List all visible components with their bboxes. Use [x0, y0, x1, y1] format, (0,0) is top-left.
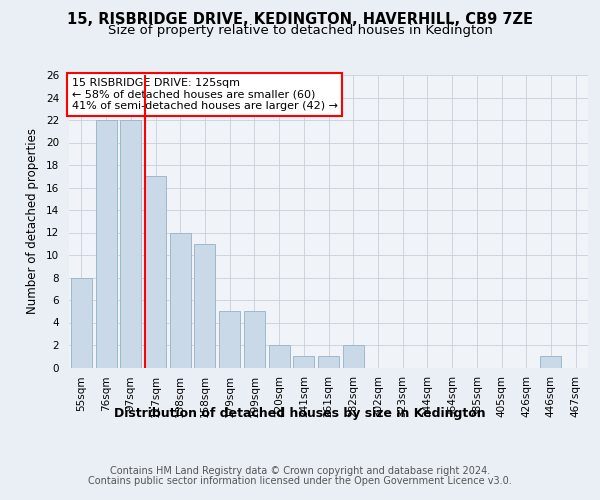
Bar	[318, 356, 339, 368]
Bar	[343, 345, 364, 368]
Text: Size of property relative to detached houses in Kedington: Size of property relative to detached ho…	[107, 24, 493, 37]
Bar	[219, 311, 240, 368]
Bar	[194, 244, 215, 368]
Bar	[293, 356, 314, 368]
Text: Contains public sector information licensed under the Open Government Licence v3: Contains public sector information licen…	[88, 476, 512, 486]
Text: Distribution of detached houses by size in Kedington: Distribution of detached houses by size …	[114, 408, 486, 420]
Bar	[145, 176, 166, 368]
Bar	[269, 345, 290, 368]
Bar	[120, 120, 141, 368]
Text: Contains HM Land Registry data © Crown copyright and database right 2024.: Contains HM Land Registry data © Crown c…	[110, 466, 490, 476]
Bar	[95, 120, 116, 368]
Bar	[541, 356, 562, 368]
Text: 15, RISBRIDGE DRIVE, KEDINGTON, HAVERHILL, CB9 7ZE: 15, RISBRIDGE DRIVE, KEDINGTON, HAVERHIL…	[67, 12, 533, 28]
Bar	[71, 278, 92, 368]
Bar	[170, 232, 191, 368]
Text: 15 RISBRIDGE DRIVE: 125sqm
← 58% of detached houses are smaller (60)
41% of semi: 15 RISBRIDGE DRIVE: 125sqm ← 58% of deta…	[71, 78, 338, 111]
Y-axis label: Number of detached properties: Number of detached properties	[26, 128, 39, 314]
Bar	[244, 311, 265, 368]
